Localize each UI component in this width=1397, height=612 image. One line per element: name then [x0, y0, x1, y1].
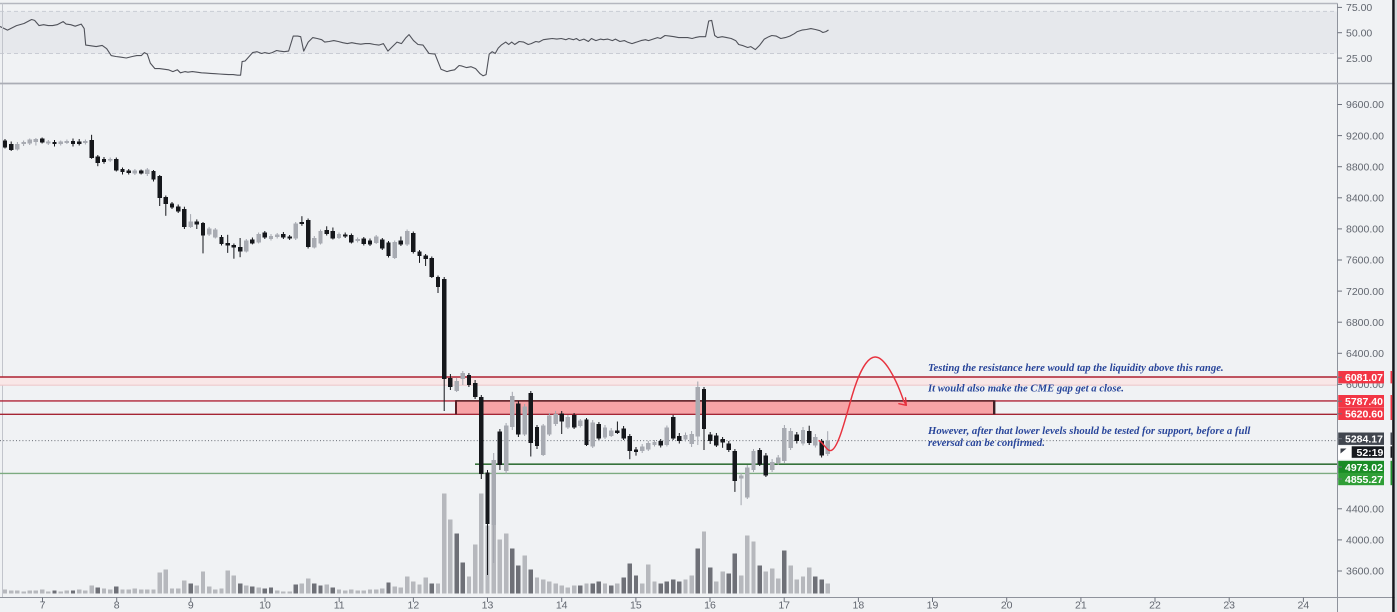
svg-text:3600.00: 3600.00: [1346, 566, 1384, 578]
svg-text:50.00: 50.00: [1346, 27, 1372, 39]
svg-text:8000.00: 8000.00: [1346, 224, 1384, 236]
svg-text:8: 8: [114, 600, 120, 612]
svg-text:reversal can be confirmed.: reversal can be confirmed.: [928, 437, 1045, 449]
svg-text:13: 13: [482, 600, 494, 612]
svg-text:4973.02: 4973.02: [1345, 462, 1383, 474]
svg-text:7200.00: 7200.00: [1346, 286, 1384, 298]
svg-text:19: 19: [927, 600, 939, 612]
svg-text:24: 24: [1298, 600, 1310, 612]
svg-text:6081.07: 6081.07: [1345, 372, 1383, 384]
svg-text:However, after that lower leve: However, after that lower levels should …: [927, 425, 1250, 437]
svg-text:9: 9: [188, 600, 194, 612]
svg-text:6400.00: 6400.00: [1346, 348, 1384, 360]
svg-text:25.00: 25.00: [1346, 53, 1372, 65]
svg-text:9600.00: 9600.00: [1346, 99, 1384, 111]
svg-text:17: 17: [778, 600, 790, 612]
svg-text:21: 21: [1075, 600, 1087, 612]
svg-text:8400.00: 8400.00: [1346, 193, 1384, 205]
svg-text:4000.00: 4000.00: [1346, 535, 1384, 547]
svg-text:5284.17: 5284.17: [1345, 434, 1383, 446]
svg-text:9200.00: 9200.00: [1346, 130, 1384, 142]
svg-text:22: 22: [1149, 600, 1161, 612]
svg-text:20: 20: [1001, 600, 1013, 612]
svg-text:7: 7: [40, 600, 46, 612]
svg-text:11: 11: [334, 600, 345, 612]
svg-text:4855.27: 4855.27: [1345, 474, 1383, 486]
svg-text:52:19: 52:19: [1357, 447, 1384, 459]
svg-text:4400.00: 4400.00: [1346, 504, 1384, 516]
svg-text:Testing the resistance here wo: Testing the resistance here would tap th…: [928, 362, 1224, 374]
svg-text:5787.40: 5787.40: [1345, 396, 1383, 408]
svg-text:6800.00: 6800.00: [1346, 317, 1384, 329]
svg-text:16: 16: [704, 600, 716, 612]
svg-text:It would also make the CME gap: It would also make the CME gap get a clo…: [927, 383, 1124, 395]
svg-text:12: 12: [408, 600, 420, 612]
svg-text:14: 14: [556, 600, 568, 612]
svg-text:15: 15: [630, 600, 642, 612]
svg-text:8800.00: 8800.00: [1346, 161, 1384, 173]
svg-text:10: 10: [259, 600, 271, 612]
svg-text:5620.60: 5620.60: [1345, 409, 1383, 421]
svg-text:23: 23: [1223, 600, 1235, 612]
svg-text:75.00: 75.00: [1346, 2, 1372, 14]
svg-text:7600.00: 7600.00: [1346, 255, 1384, 267]
svg-text:18: 18: [853, 600, 865, 612]
